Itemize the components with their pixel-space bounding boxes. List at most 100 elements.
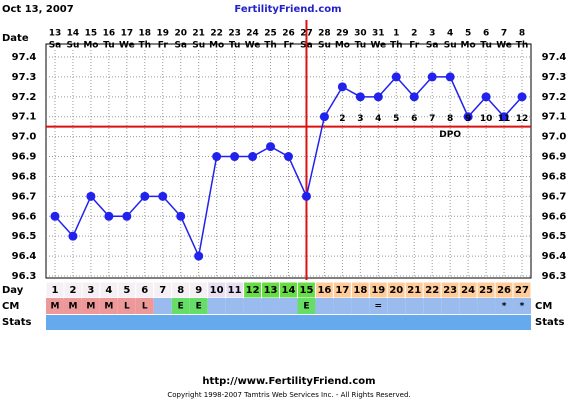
temp-point — [481, 92, 491, 102]
day-label: 25 — [479, 285, 493, 296]
weekday-label: Su — [66, 41, 79, 51]
y-tick-label: 96.3 — [12, 271, 37, 282]
y-tick-label: 96.5 — [12, 231, 37, 242]
row-label: CM — [535, 301, 552, 312]
date-label: 28 — [318, 29, 331, 39]
site-title: FertilityFriend.com — [234, 4, 341, 15]
cm-label: * — [520, 302, 525, 312]
temp-point — [140, 191, 150, 201]
cm-cell — [46, 298, 64, 314]
date-label: 15 — [85, 29, 98, 39]
day-label: 16 — [317, 285, 331, 296]
cm-cell — [351, 298, 370, 314]
temp-point — [427, 72, 437, 82]
cm-label: L — [142, 302, 148, 312]
y-tick-label: 97.2 — [12, 92, 37, 103]
day-label: 1 — [51, 285, 58, 296]
y-tick-label: 97.4 — [12, 52, 37, 63]
cm-cell — [207, 298, 226, 314]
day-label: 14 — [282, 285, 296, 296]
temp-point — [50, 211, 60, 221]
weekday-label: Mo — [335, 41, 350, 51]
y-tick-label: 96.6 — [12, 211, 37, 222]
cm-cell — [495, 298, 514, 314]
copyright: Copyright 1998-2007 Tamtris Web Services… — [167, 391, 410, 399]
y-tick-label: 96.8 — [12, 171, 37, 182]
day-label: 22 — [425, 285, 439, 296]
cm-cell — [171, 298, 190, 314]
temp-point — [104, 211, 114, 221]
temp-point — [86, 191, 96, 201]
chart-date: Oct 13, 2007 — [2, 4, 74, 15]
temp-point — [176, 211, 186, 221]
temp-point — [517, 92, 527, 102]
y-tick-label: 96.4 — [12, 251, 37, 262]
date-label: 2 — [411, 29, 417, 39]
cm-label: = — [375, 302, 383, 312]
y-tick-label: 96.7 — [12, 191, 37, 202]
weekday-label: Tu — [480, 41, 492, 51]
date-label: 22 — [210, 29, 223, 39]
y-tick-label: 96.8 — [542, 171, 567, 182]
day-label: 4 — [105, 285, 112, 296]
day-label: 13 — [264, 285, 278, 296]
day-label: 8 — [177, 285, 184, 296]
weekday-label: We — [119, 41, 135, 51]
weekday-label: Mo — [209, 41, 224, 51]
dpo-title: DPO — [439, 130, 461, 140]
temp-point — [409, 92, 419, 102]
day-label: 9 — [195, 285, 202, 296]
cm-cell — [81, 298, 100, 314]
cm-cell — [387, 298, 406, 314]
cm-cell — [117, 298, 136, 314]
dpo-label: 9 — [465, 114, 471, 124]
cm-cell — [225, 298, 244, 314]
row-label: Stats — [535, 317, 565, 328]
temp-point — [301, 191, 311, 201]
y-tick-label: 96.7 — [542, 191, 567, 202]
temp-point — [158, 191, 168, 201]
cm-cell — [315, 298, 334, 314]
cm-cell — [513, 298, 531, 314]
temp-point — [266, 142, 276, 152]
date-label: 30 — [354, 29, 367, 39]
day-label: 20 — [389, 285, 403, 296]
day-label: 24 — [461, 285, 475, 296]
y-tick-label: 97.3 — [542, 72, 567, 83]
weekday-label: Su — [318, 41, 331, 51]
y-tick-label: 96.9 — [542, 152, 567, 163]
y-tick-label: 96.9 — [12, 152, 37, 163]
cm-label: M — [86, 302, 95, 312]
day-label: 6 — [141, 285, 148, 296]
y-tick-label: 96.6 — [542, 211, 567, 222]
date-label: 17 — [121, 29, 134, 39]
temp-point — [463, 112, 473, 122]
cm-cell — [477, 298, 496, 314]
day-label: 7 — [159, 285, 166, 296]
row-label: Stats — [2, 317, 32, 328]
dpo-label: 6 — [411, 114, 417, 124]
row-label: Date — [2, 33, 29, 44]
y-tick-label: 97.3 — [12, 72, 37, 83]
day-label: 23 — [443, 285, 457, 296]
date-label: 8 — [519, 29, 525, 39]
stats-row — [46, 315, 531, 330]
temp-point — [391, 72, 401, 82]
cm-label: E — [303, 302, 309, 312]
y-tick-label: 96.3 — [542, 271, 567, 282]
temp-point — [499, 112, 509, 122]
date-label: 5 — [465, 29, 471, 39]
y-tick-label: 97.4 — [542, 52, 567, 63]
cm-label: * — [502, 302, 507, 312]
cm-cell — [279, 298, 298, 314]
date-label: 20 — [174, 29, 187, 39]
cm-cell — [405, 298, 424, 314]
dpo-label: 7 — [429, 114, 435, 124]
day-label: 10 — [210, 285, 224, 296]
cm-label: L — [124, 302, 130, 312]
day-label: 21 — [407, 285, 421, 296]
cm-label: M — [68, 302, 77, 312]
day-label: 18 — [353, 285, 367, 296]
day-label: 12 — [246, 285, 260, 296]
